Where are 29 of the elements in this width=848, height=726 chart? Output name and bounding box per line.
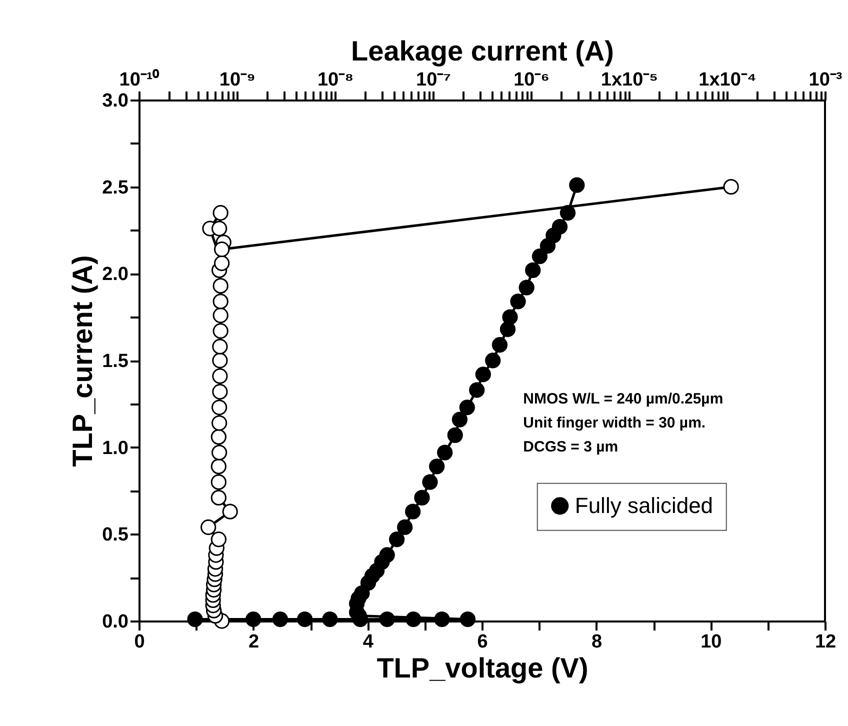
x2-tick-label: 10⁻⁹ — [219, 70, 256, 90]
x2-tick-label: 10⁻³ — [808, 70, 842, 90]
x-tick-label: 0 — [134, 632, 145, 652]
y-tick-label: 0.5 — [102, 524, 129, 546]
x-axis-title: TLP_voltage (V) — [376, 652, 588, 684]
x-tick-label: 6 — [477, 632, 488, 652]
x2-tick-label: 10⁻⁶ — [514, 70, 550, 90]
x-tick-label: 10 — [700, 632, 722, 652]
x2-tick-label: 10⁻⁷ — [416, 70, 452, 90]
y-tick-label: 0.0 — [102, 612, 128, 632]
x2-tick-label: 1x10⁻⁴ — [698, 70, 756, 90]
x2-tick-label: 1x10⁻⁵ — [600, 70, 658, 90]
annotation: NMOS W/L = 240 µm/0.25µm — [523, 390, 724, 408]
y-tick-label: 1.0 — [102, 438, 128, 459]
annotation: Unit finger width = 30 µm. — [523, 414, 706, 432]
y-axis-title: TLP_current (A) — [67, 255, 98, 467]
x-tick-label: 8 — [592, 632, 602, 652]
legend-label: Fully salicided — [574, 492, 714, 518]
annotation: DCGS = 3 µm — [523, 438, 618, 456]
x2-axis-title: Leakage current (A) — [351, 36, 614, 66]
y-tick-label: 2.5 — [102, 177, 129, 198]
x2-tick-label: 10⁻⁸ — [317, 70, 354, 90]
x2-tick-label: 10⁻¹⁰ — [119, 68, 160, 90]
x-tick-label: 2 — [248, 632, 260, 652]
y-tick-label: 2.0 — [102, 264, 128, 286]
x-tick-label: 12 — [814, 632, 836, 652]
x-tick-label: 4 — [362, 632, 374, 652]
y-tick-label: 1.5 — [102, 351, 129, 372]
y-tick-label: 3.0 — [102, 90, 128, 112]
